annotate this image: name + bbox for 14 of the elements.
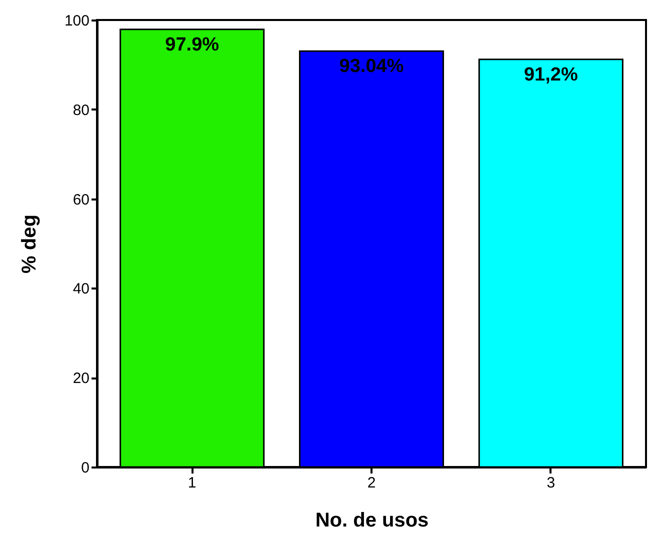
data-label: 93.04% xyxy=(339,56,404,78)
y-tick-label: 60 xyxy=(72,191,90,208)
y-tick-label: 100 xyxy=(64,12,90,30)
y-tick-label: 80 xyxy=(72,102,90,119)
y-axis-title: % deg xyxy=(18,214,40,274)
x-tick-label: 1 xyxy=(188,474,196,492)
x-tick-label: 3 xyxy=(546,474,556,492)
y-tick-label: 0 xyxy=(81,460,90,476)
x-tick-label: 2 xyxy=(367,474,376,492)
data-label: 91,2% xyxy=(524,64,578,86)
y-tick-label: 20 xyxy=(72,370,90,388)
x-axis-title: No. de usos xyxy=(315,510,429,532)
y-tick-label: 40 xyxy=(72,280,90,298)
data-label: 97.9% xyxy=(165,34,220,56)
